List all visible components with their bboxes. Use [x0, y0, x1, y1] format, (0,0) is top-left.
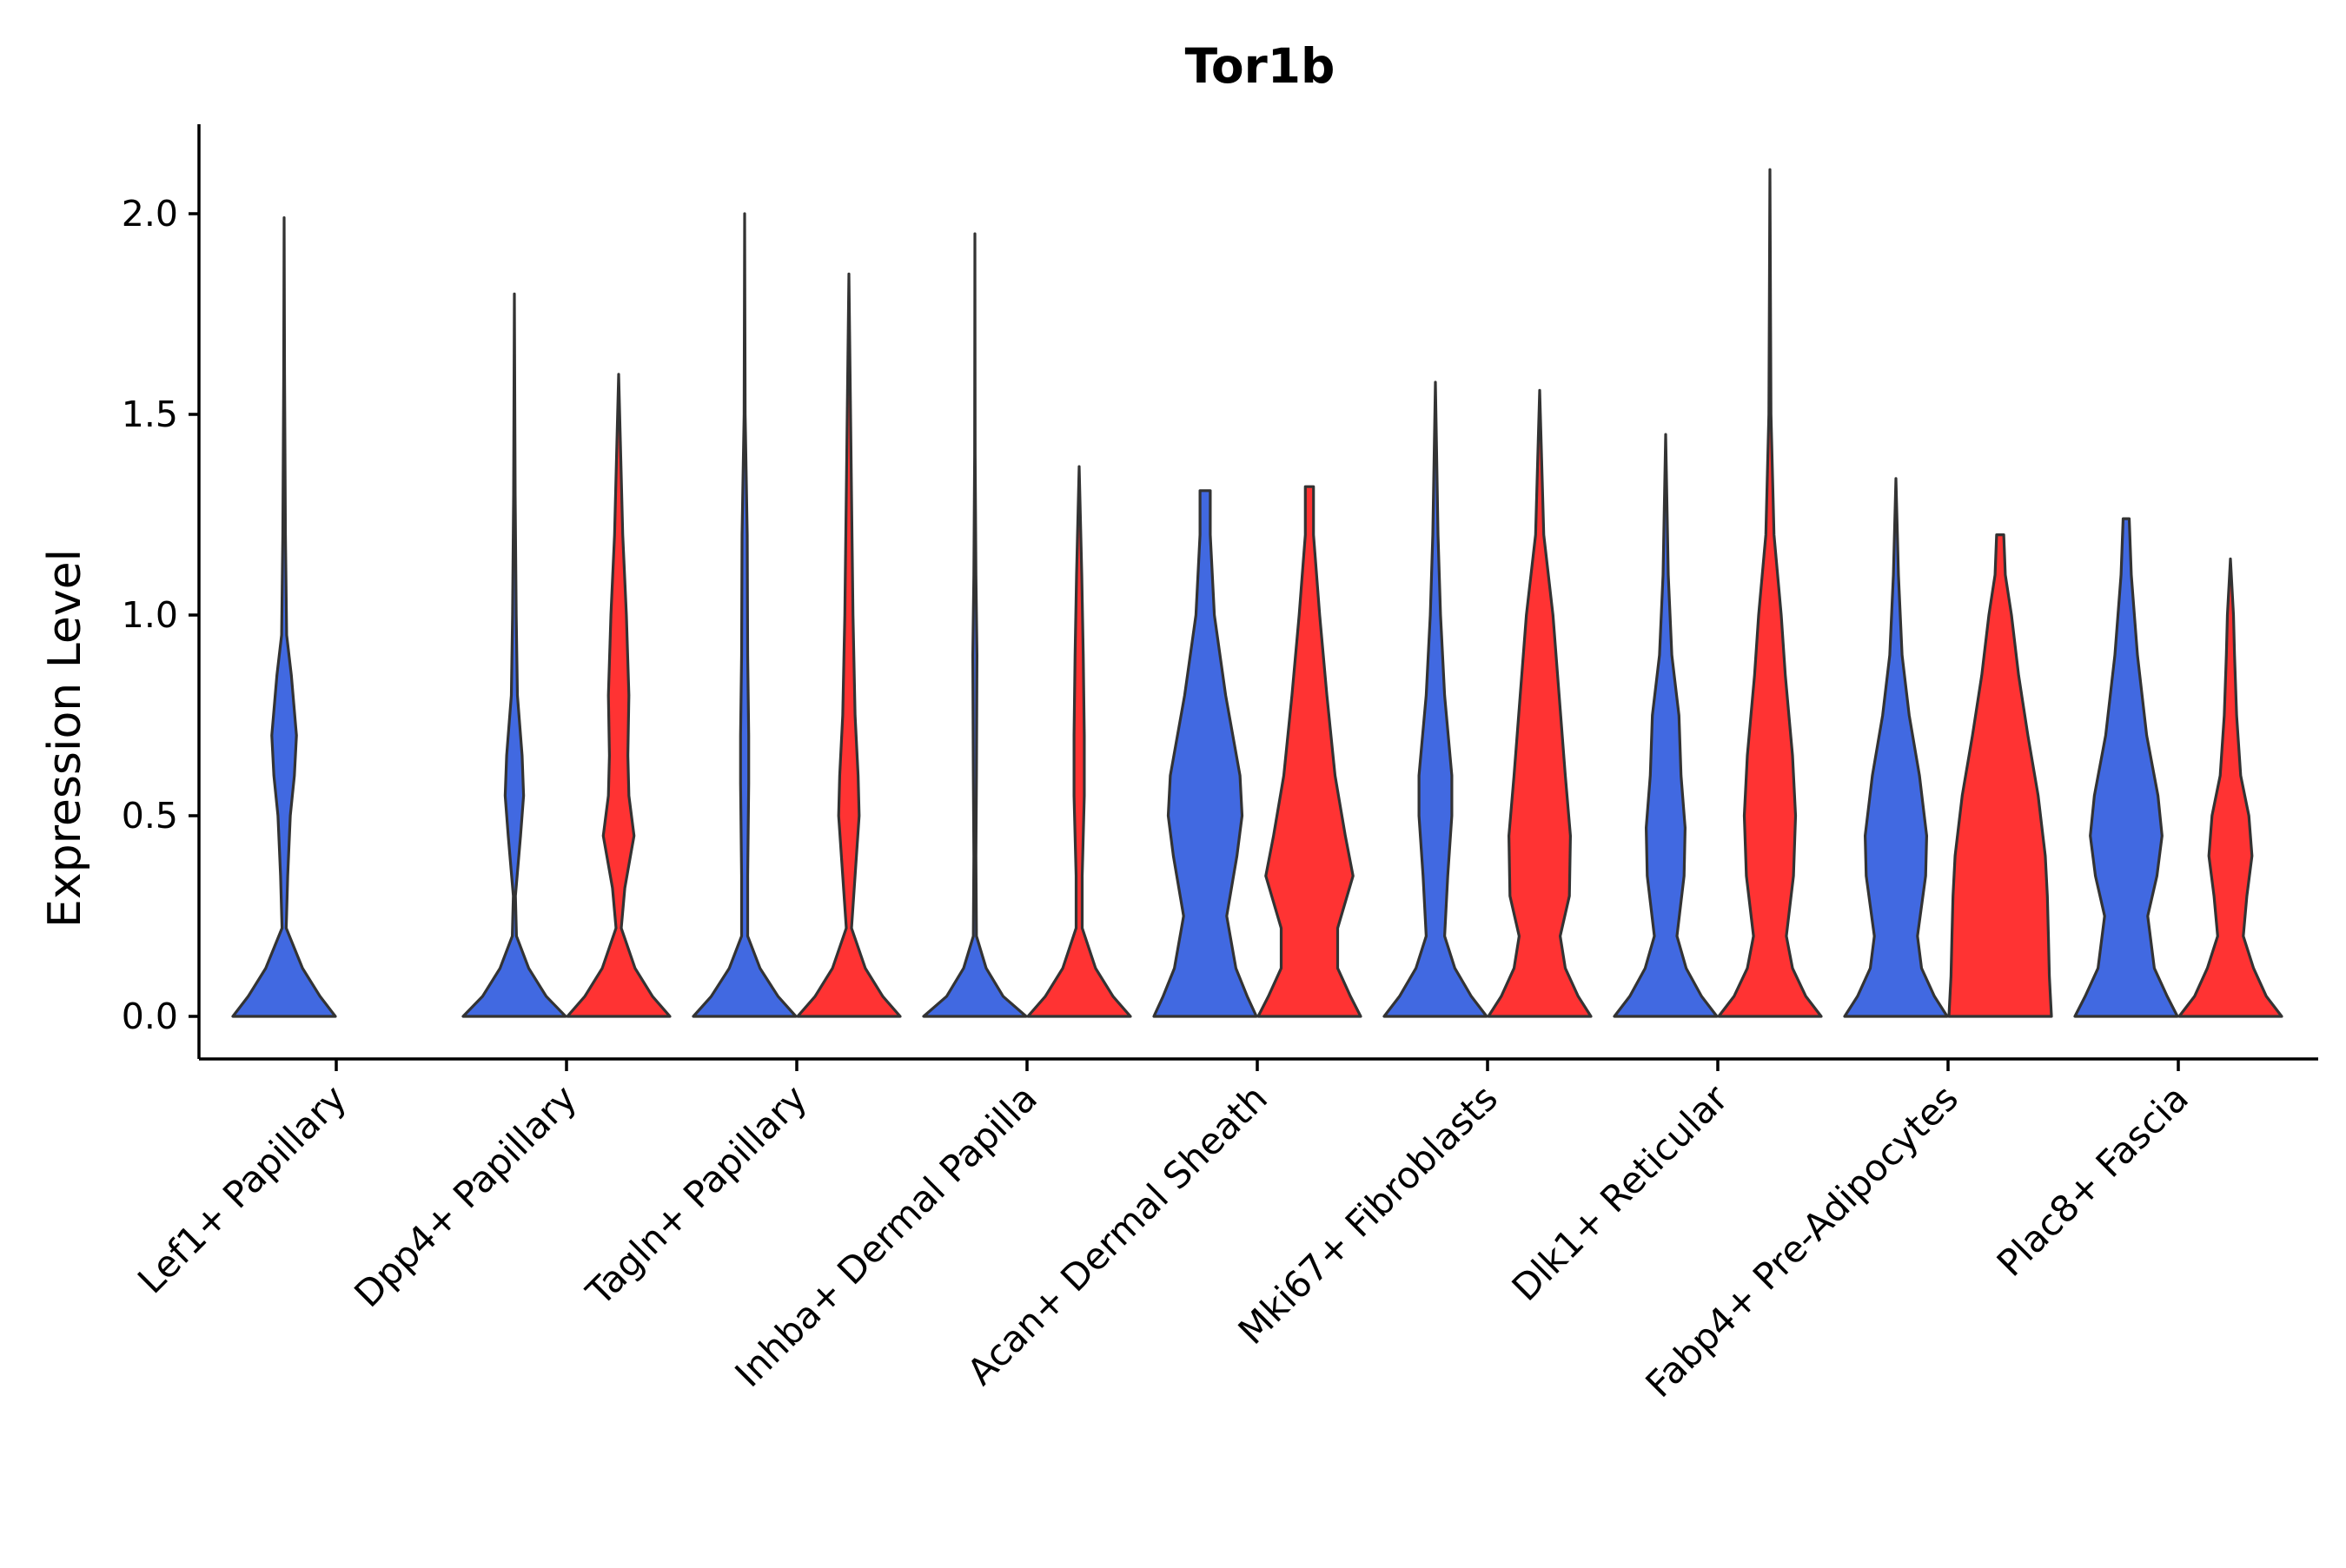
violin-dpp4-papillary-group2: [566, 373, 672, 1018]
y-tick-label: 1.0: [122, 594, 178, 636]
y-tick-label: 0.5: [122, 795, 178, 837]
y-axis-label: Expression Level: [39, 549, 91, 928]
violin-layer: [231, 168, 2283, 1018]
violin-acan-dermal-sheath-group2: [1256, 485, 1362, 1018]
chart-title: Tor1b: [1185, 38, 1335, 94]
violin-inhba-dermal-papilla-group1: [922, 232, 1028, 1018]
violin-inhba-dermal-papilla-group2: [1026, 465, 1132, 1018]
violin-mki67-fibroblasts-group2: [1487, 388, 1593, 1018]
violin-dlk1-reticular-group1: [1613, 433, 1719, 1018]
violin-tagln-papillary-group2: [796, 272, 902, 1018]
violin-dlk1-reticular-group2: [1717, 168, 1823, 1018]
violin-tagln-papillary-group1: [692, 212, 798, 1018]
y-tick-label: 2.0: [122, 193, 178, 235]
violin-fabp4-pre-adipocytes-group1: [1843, 477, 1949, 1018]
y-tick-label: 0.0: [122, 996, 178, 1037]
violin-acan-dermal-sheath-group1: [1152, 489, 1258, 1018]
violin-dpp4-papillary-group1: [461, 292, 567, 1018]
violin-plac8-fascia-group2: [2177, 557, 2283, 1018]
violin-fabp4-pre-adipocytes-group2: [1947, 533, 2053, 1018]
violin-lef1-papillary-group1: [231, 216, 337, 1018]
violin-mki67-fibroblasts-group1: [1382, 380, 1488, 1018]
y-tick-label: 1.5: [122, 394, 178, 435]
violin-plac8-fascia-group1: [2073, 517, 2179, 1018]
